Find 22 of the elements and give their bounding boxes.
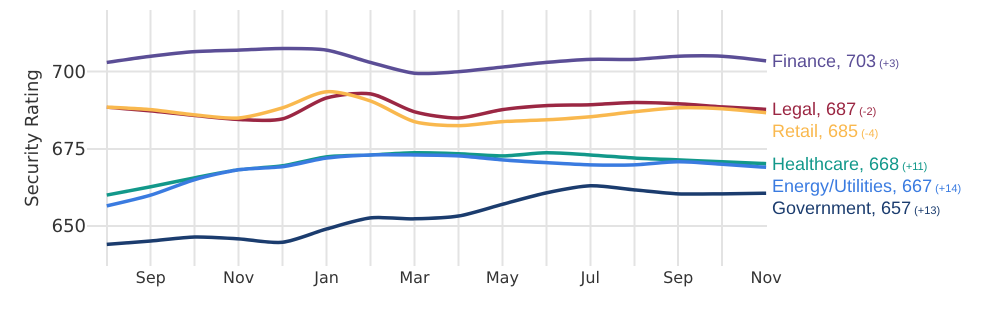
text: Government, 657 (+13) [772, 198, 940, 218]
text: Finance, 703 (+3) [772, 51, 900, 71]
y-tick-label: 700 [52, 62, 86, 83]
x-tick-label: Sep [136, 268, 166, 287]
text: Energy/Utilities, 667 (+14) [772, 176, 962, 196]
x-tick-label: Sep [663, 268, 694, 287]
x-tick-label: Mar [399, 268, 430, 287]
y-tick-label: 675 [52, 139, 86, 160]
text: Legal, 687 (-2) [772, 99, 876, 119]
y-axis-title: Security Rating [22, 69, 43, 207]
x-tick-label: Nov [223, 268, 254, 287]
line-series [105, 184, 767, 246]
x-tick-label: May [486, 268, 519, 287]
text: Healthcare, 668 (+11) [772, 154, 928, 174]
y-tick-label: 650 [52, 216, 86, 238]
line-series [105, 46, 767, 76]
line-series [105, 90, 767, 128]
line-series [105, 153, 767, 208]
x-tick-label: Nov [750, 268, 782, 287]
x-tick-label: Jan [313, 268, 339, 287]
x-tick-label: Jul [580, 268, 600, 287]
text: Retail, 685 (-4) [772, 121, 878, 141]
